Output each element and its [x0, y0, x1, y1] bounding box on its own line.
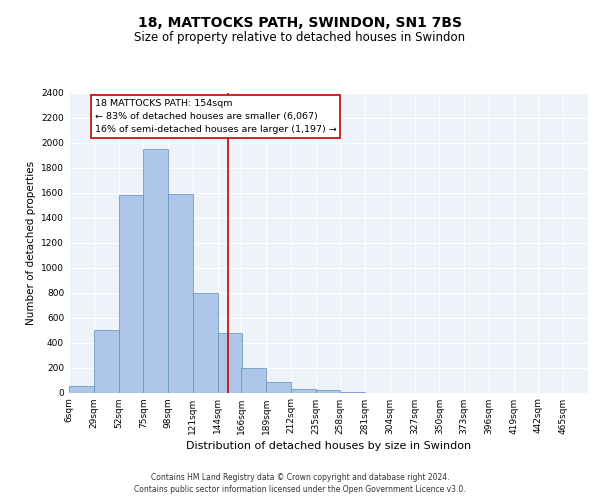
Bar [143, 149, 168, 392]
Text: 18, MATTOCKS PATH, SWINDON, SN1 7BS: 18, MATTOCKS PATH, SWINDON, SN1 7BS [138, 16, 462, 30]
Bar [266, 382, 291, 392]
Bar [241, 368, 266, 392]
Bar [168, 194, 193, 392]
Y-axis label: Number of detached properties: Number of detached properties [26, 160, 35, 324]
Bar [69, 386, 94, 392]
Text: 18 MATTOCKS PATH: 154sqm
← 83% of detached houses are smaller (6,067)
16% of sem: 18 MATTOCKS PATH: 154sqm ← 83% of detach… [95, 99, 337, 134]
Bar [119, 195, 143, 392]
Bar [218, 332, 242, 392]
Bar [94, 330, 119, 392]
X-axis label: Distribution of detached houses by size in Swindon: Distribution of detached houses by size … [186, 440, 471, 450]
Text: Size of property relative to detached houses in Swindon: Size of property relative to detached ho… [134, 31, 466, 44]
Bar [291, 389, 316, 392]
Bar [193, 292, 218, 392]
Bar [316, 390, 340, 392]
Text: Contains HM Land Registry data © Crown copyright and database right 2024.
Contai: Contains HM Land Registry data © Crown c… [134, 472, 466, 494]
